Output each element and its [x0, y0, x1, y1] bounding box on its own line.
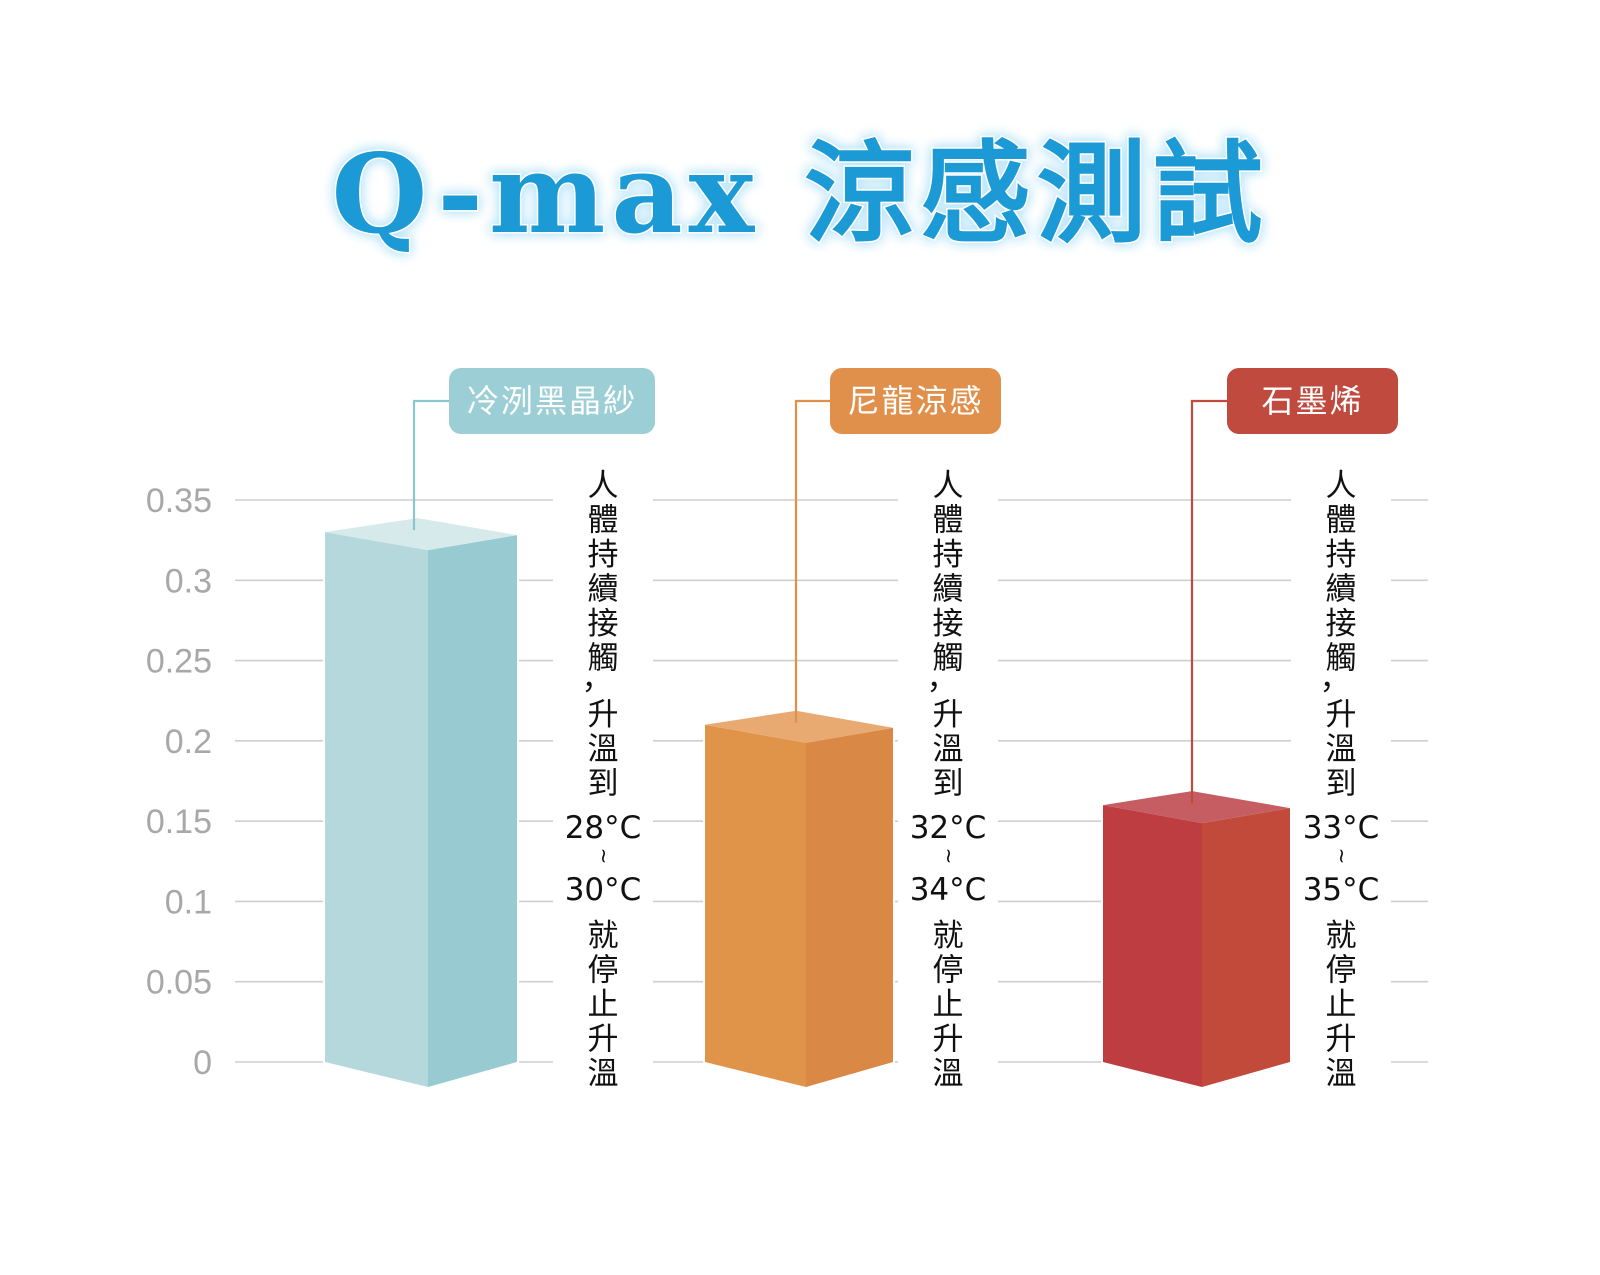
category-label-box — [449, 368, 655, 434]
y-tick-label: 0.2 — [165, 723, 212, 761]
bar-side-face — [428, 535, 517, 1087]
annotation-char: 體 — [1326, 503, 1357, 539]
annotation-char: 體 — [933, 503, 964, 539]
annotation-char: 溫 — [588, 732, 619, 768]
annotation-char: ， — [582, 661, 613, 697]
annotation-char: 續 — [933, 572, 964, 608]
annotation-char: 停 — [588, 953, 619, 989]
annotation-char: 人 — [933, 468, 964, 504]
bar-front-face — [705, 724, 806, 1087]
category-label-box — [830, 368, 1001, 434]
annotation-char: 止 — [588, 987, 619, 1023]
annotation-char: 溫 — [1326, 1056, 1357, 1092]
annotation-char: 溫 — [933, 1056, 964, 1092]
chart-title: Q-max 涼感測試 — [331, 129, 1268, 258]
annotation-temp-high: 35°C — [1303, 872, 1380, 908]
annotation-char: 就 — [1326, 918, 1357, 954]
annotation-temp-low: 28°C — [565, 810, 642, 846]
annotation-char: 停 — [933, 953, 964, 989]
annotation-temp-low: 33°C — [1303, 810, 1380, 846]
annotation-char: ， — [927, 661, 958, 697]
annotation-char: 觸 — [588, 641, 619, 677]
annotation-char: 續 — [588, 572, 619, 608]
annotation-char: 觸 — [1326, 641, 1357, 677]
annotation-char: 止 — [1326, 987, 1357, 1023]
annotation-background — [553, 462, 653, 1094]
bar-top-face — [1103, 791, 1290, 824]
category-label-box — [1227, 368, 1398, 434]
annotation-char: 持 — [1326, 537, 1357, 573]
annotation-char: 續 — [1326, 572, 1357, 608]
annotation-char: 溫 — [933, 732, 964, 768]
bar-front-face — [325, 532, 428, 1087]
bar-top-face — [705, 710, 893, 743]
annotation-char: 升 — [588, 697, 619, 733]
annotation-char: 人 — [1326, 468, 1357, 504]
annotation-char: 持 — [933, 537, 964, 573]
annotation-temp-low: 32°C — [910, 810, 987, 846]
annotation-char: 持 — [588, 537, 619, 573]
y-axis-tick-labels: 0 0.05 0.1 0.15 0.2 0.25 0.3 0.35 — [146, 482, 212, 1082]
category-label: 石墨烯 — [1261, 382, 1363, 420]
annotation-char: 到 — [588, 766, 619, 802]
annotation-char: 接 — [1326, 606, 1357, 642]
bar-side-face — [1202, 808, 1290, 1087]
y-tick-label: 0.1 — [165, 883, 212, 921]
category-label: 尼龍涼感 — [847, 382, 983, 420]
annotation-char: 溫 — [588, 1056, 619, 1092]
y-tick-label: 0.25 — [146, 643, 212, 681]
category-labels: 冷洌黑晶紗 尼龍涼感 石墨烯 — [412, 368, 1398, 804]
annotation-background — [898, 462, 998, 1094]
annotation-char: 就 — [588, 918, 619, 954]
annotation-char: 觸 — [933, 641, 964, 677]
annotation-char: 升 — [1326, 697, 1357, 733]
annotation-char: 升 — [933, 697, 964, 733]
annotation-char: ， — [1320, 661, 1351, 697]
y-tick-label: 0.15 — [146, 803, 212, 841]
annotation-tilde: ~ — [1330, 848, 1354, 865]
annotation-temp-high: 30°C — [565, 872, 642, 908]
annotation-char: 升 — [1326, 1022, 1357, 1058]
annotation-char: 體 — [588, 503, 619, 539]
annotation-char: 升 — [588, 1022, 619, 1058]
annotation-background — [1291, 462, 1391, 1094]
annotation-char: 接 — [933, 606, 964, 642]
annotation-char: 到 — [1326, 766, 1357, 802]
bar-side-face — [806, 727, 893, 1087]
y-tick-label: 0.05 — [146, 964, 212, 1002]
category-label: 冷洌黑晶紗 — [467, 382, 637, 420]
bar-front-face — [1103, 805, 1202, 1087]
label-leader-line — [412, 399, 449, 531]
annotation-char: 接 — [588, 606, 619, 642]
annotation-tilde: ~ — [937, 848, 961, 865]
y-tick-label: 0 — [193, 1044, 212, 1082]
label-leader-line — [1190, 399, 1227, 804]
annotation-tilde: ~ — [592, 848, 616, 865]
label-leader-line — [794, 399, 830, 723]
annotation-char: 停 — [1326, 953, 1357, 989]
y-tick-label: 0.35 — [146, 482, 212, 520]
bar-top-face — [325, 518, 517, 551]
annotation-temp-high: 34°C — [910, 872, 987, 908]
annotations: 人體持續接觸，升溫到28°C~30°C就停止升溫人體持續接觸，升溫到32°C~3… — [553, 462, 1391, 1094]
annotation-char: 到 — [933, 766, 964, 802]
y-tick-label: 0.3 — [165, 562, 212, 600]
annotation-char: 止 — [933, 987, 964, 1023]
annotation-char: 就 — [933, 918, 964, 954]
annotation-char: 人 — [588, 468, 619, 504]
bars — [323, 512, 1292, 1092]
annotation-char: 升 — [933, 1022, 964, 1058]
annotation-char: 溫 — [1326, 732, 1357, 768]
